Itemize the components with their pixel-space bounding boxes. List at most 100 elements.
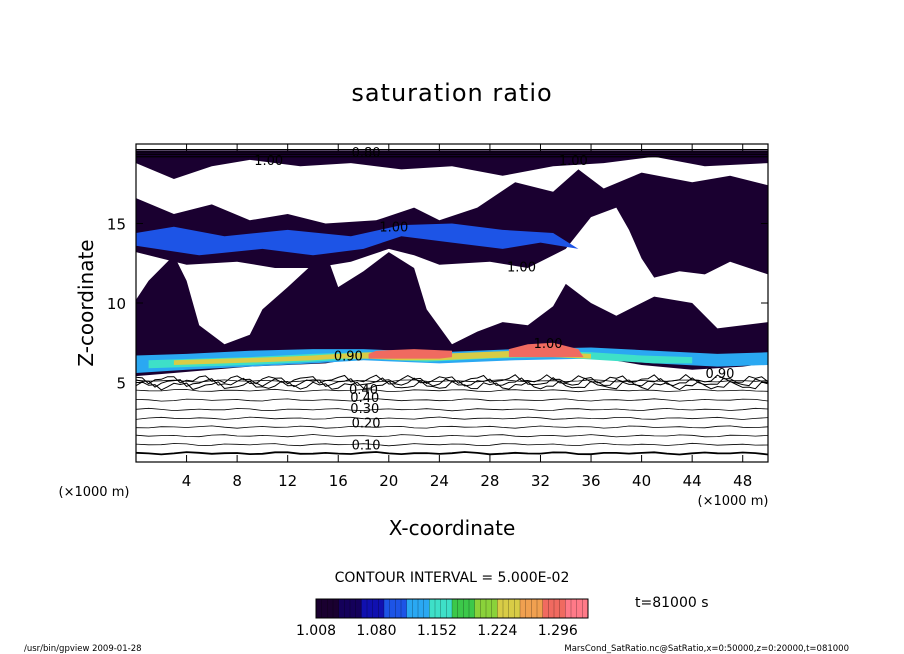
colorbar-tick-1: 1.080 — [356, 623, 396, 639]
colorbar-cell-8 — [361, 599, 368, 618]
colorbar-cell-36 — [520, 599, 527, 618]
field-region-0 — [136, 252, 768, 377]
colorbar-cell-5 — [344, 599, 351, 618]
contour-line-2 — [136, 442, 768, 447]
colorbar-cell-46 — [576, 599, 583, 618]
colorbar-cell-10 — [372, 599, 379, 618]
contour-lines — [136, 148, 768, 456]
contour-label-0: 0.10 — [352, 439, 381, 454]
colorbar-cell-41 — [548, 599, 555, 618]
y-tick-label-0: 5 — [116, 375, 126, 393]
y-tick-label-2: 15 — [107, 216, 126, 234]
colorbar-cell-27 — [469, 599, 476, 618]
colorbar-cell-34 — [508, 599, 515, 618]
colorbar-cell-15 — [401, 599, 408, 618]
colorbar-cell-37 — [525, 599, 532, 618]
colorbar-cell-17 — [412, 599, 419, 618]
contour-label-8: 1.00 — [559, 154, 588, 169]
contour-line-4 — [136, 425, 768, 429]
colorbar-cell-0 — [316, 599, 323, 618]
colorbar-cell-19 — [423, 599, 430, 618]
colorbar-cell-26 — [463, 599, 470, 618]
x-tick-label-4: 20 — [379, 472, 398, 490]
x-tick-label-6: 28 — [480, 472, 499, 490]
contour-label-12: 0.80 — [352, 146, 381, 161]
contour-label-3: 0.40 — [350, 391, 379, 406]
colorbar-cell-13 — [389, 599, 396, 618]
footer-right: MarsCond_SatRatio.nc@SatRatio,x=0:50000,… — [564, 644, 849, 654]
contour-boundary-1 — [136, 377, 768, 388]
contour-line-3 — [136, 434, 768, 438]
colorbar-cell-20 — [429, 599, 436, 618]
x-tick-label-5: 24 — [430, 472, 449, 490]
contour-label-1: 0.20 — [352, 416, 381, 431]
contour-label-2: 0.30 — [350, 402, 379, 417]
colorbar-cell-31 — [491, 599, 498, 618]
contour-boundary-2 — [136, 373, 768, 385]
y-tick-label-1: 10 — [107, 295, 126, 313]
colorbar-cell-32 — [497, 599, 504, 618]
contour-label-9: 1.00 — [507, 260, 536, 275]
colorbar-cell-9 — [367, 599, 374, 618]
x-tick-label-9: 40 — [632, 472, 651, 490]
colorbar-cell-25 — [457, 599, 464, 618]
colorbar-cell-47 — [582, 599, 589, 618]
x-axis-label: X-coordinate — [389, 516, 516, 540]
y-axis-ticks: 5 10 15 — [107, 216, 768, 393]
colorbar-tick-labels: 1.008 1.080 1.152 1.224 1.296 — [296, 623, 578, 639]
colorbar-cell-6 — [350, 599, 357, 618]
colorbar-cell-12 — [384, 599, 391, 618]
colorbar-cell-45 — [571, 599, 578, 618]
x-tick-label-10: 44 — [683, 472, 702, 490]
contour-label-4: 0.40 — [349, 383, 378, 398]
contour-line-5 — [136, 416, 768, 420]
colorbar-cell-33 — [503, 599, 510, 618]
field-region-3 — [136, 223, 579, 256]
colorbar-cell-14 — [395, 599, 402, 618]
contour-line-7 — [136, 398, 768, 402]
x-axis-ticks: 4 8 12 16 20 24 28 32 36 40 44 48 — [182, 144, 752, 490]
colorbar-cell-2 — [327, 599, 334, 618]
time-label: t=81000 s — [635, 595, 709, 611]
colorbar-cell-21 — [435, 599, 442, 618]
colorbar-cell-11 — [378, 599, 385, 618]
colorbar-cell-38 — [531, 599, 538, 618]
contour-label-10: 1.00 — [254, 154, 283, 169]
contour-line-6 — [136, 407, 768, 412]
chart-title: saturation ratio — [351, 79, 552, 107]
colorbar-cell-30 — [486, 599, 493, 618]
colorbar-cell-24 — [452, 599, 459, 618]
colorbar — [315, 598, 589, 619]
colorbar-cell-29 — [480, 599, 487, 618]
x-tick-label-3: 16 — [329, 472, 348, 490]
colorbar-cell-7 — [355, 599, 362, 618]
x-tick-label-2: 12 — [278, 472, 297, 490]
saturation-fields — [136, 150, 768, 377]
colorbar-cell-42 — [554, 599, 561, 618]
contour-label-5: 0.90 — [334, 349, 363, 364]
colorbar-cell-28 — [474, 599, 481, 618]
colorbar-cell-40 — [542, 599, 549, 618]
colorbar-cell-35 — [514, 599, 521, 618]
field-region-7 — [368, 349, 452, 359]
x-unit-left: (×1000 m) — [59, 485, 130, 500]
contour-label-7: 1.00 — [379, 221, 408, 236]
colorbar-cell-16 — [406, 599, 413, 618]
x-unit-right: (×1000 m) — [698, 494, 769, 509]
x-tick-label-1: 8 — [232, 472, 242, 490]
colorbar-tick-4: 1.296 — [538, 623, 578, 639]
x-tick-label-0: 4 — [182, 472, 192, 490]
contour-line-1 — [136, 451, 768, 456]
colorbar-frame — [315, 598, 589, 619]
colorbar-tick-0: 1.008 — [296, 623, 336, 639]
contour-labels: 0.100.200.300.400.400.901.001.001.001.00… — [254, 146, 734, 454]
field-region-2 — [136, 150, 768, 179]
colorbar-cell-23 — [446, 599, 453, 618]
contour-line-8 — [136, 388, 768, 393]
x-tick-label-8: 36 — [581, 472, 600, 490]
colorbar-cell-18 — [418, 599, 425, 618]
colorbar-tick-2: 1.152 — [417, 623, 457, 639]
colorbar-cell-39 — [537, 599, 544, 618]
colorbar-cell-43 — [559, 599, 566, 618]
contour-interval: CONTOUR INTERVAL = 5.000E-02 — [335, 570, 570, 586]
